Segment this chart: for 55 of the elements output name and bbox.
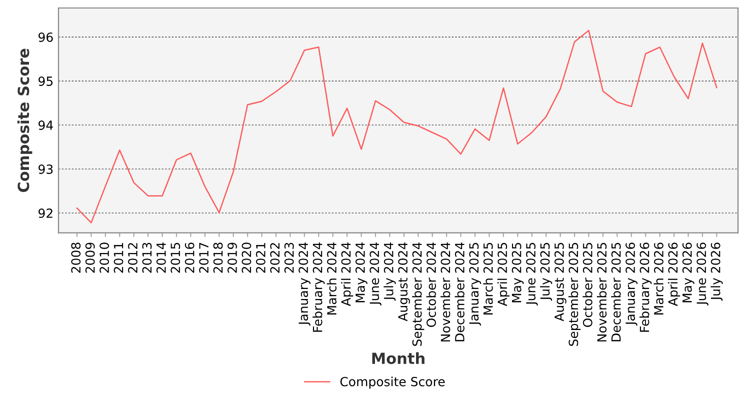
x-tick-label: May 2024 <box>355 242 368 302</box>
x-tick-label: July 2025 <box>540 242 552 301</box>
x-tick-label: August 2025 <box>554 242 566 322</box>
x-tick-label: January 2025 <box>469 242 482 326</box>
line-series <box>76 30 718 224</box>
y-tick-label: 96 <box>38 32 53 42</box>
x-tick-label: July 2026 <box>710 242 723 301</box>
x-tick-label: 2015 <box>170 242 180 273</box>
legend-label: Composite Score <box>340 376 445 389</box>
x-tick-label: 2023 <box>284 242 294 273</box>
x-tick-label: September 2024 <box>412 242 424 346</box>
x-tick-label: May 2026 <box>682 242 694 302</box>
y-tick-label: 94 <box>38 120 53 130</box>
x-tick-label: March 2024 <box>326 242 336 314</box>
x-tick-label: September 2025 <box>568 242 581 346</box>
x-tick-label: 2008 <box>71 242 81 273</box>
y-tick-label: 93 <box>38 164 53 174</box>
x-tick-label: June 2026 <box>696 242 708 306</box>
x-tick-label: 2013 <box>142 242 152 273</box>
x-tick-label: 2018 <box>213 242 223 273</box>
x-tick-label: February 2024 <box>312 242 325 332</box>
y-tick-label: 95 <box>38 76 53 86</box>
y-tick-label: 92 <box>38 208 52 218</box>
x-tick-label: 2009 <box>85 242 95 273</box>
x-tick-label: October 2025 <box>582 242 592 327</box>
x-tick-label: 2017 <box>199 242 209 273</box>
x-tick-label: 2020 <box>242 242 252 273</box>
x-tick-label: May 2025 <box>512 242 524 302</box>
x-tick-label: June 2025 <box>526 242 538 306</box>
x-tick-label: February 2026 <box>640 242 652 332</box>
x-tick-label: August 2024 <box>398 242 410 322</box>
x-tick-label: January 2024 <box>298 242 310 326</box>
x-axis-title: Month <box>372 352 424 364</box>
x-tick-label: 2014 <box>156 242 166 273</box>
x-tick-label: July 2024 <box>384 242 396 301</box>
x-tick-label: 2012 <box>128 243 138 273</box>
x-tick-label: January 2026 <box>626 242 638 326</box>
x-tick-label: November 2025 <box>596 242 607 342</box>
x-tick-label: December 2024 <box>454 242 464 342</box>
x-tick-label: June 2024 <box>370 242 382 306</box>
x-tick-label: November 2024 <box>440 242 450 342</box>
x-tick-label: 2010 <box>100 242 110 273</box>
x-tick-label: 2021 <box>256 242 266 273</box>
x-tick-label: March 2025 <box>483 242 493 314</box>
x-tick-label: 2016 <box>184 242 194 273</box>
x-tick-label: 2019 <box>228 242 237 273</box>
x-tick-label: 2011 <box>114 242 124 273</box>
x-tick-label: December 2025 <box>611 242 621 342</box>
x-tick-label: April 2025 <box>497 242 510 306</box>
y-axis-title: Composite Score <box>17 48 32 192</box>
x-tick-label: 2022 <box>270 243 280 273</box>
x-tick-label: April 2026 <box>668 242 680 306</box>
x-tick-label: October 2024 <box>426 242 436 327</box>
x-tick-label: March 2026 <box>654 242 664 314</box>
x-tick-label: April 2024 <box>341 242 354 306</box>
